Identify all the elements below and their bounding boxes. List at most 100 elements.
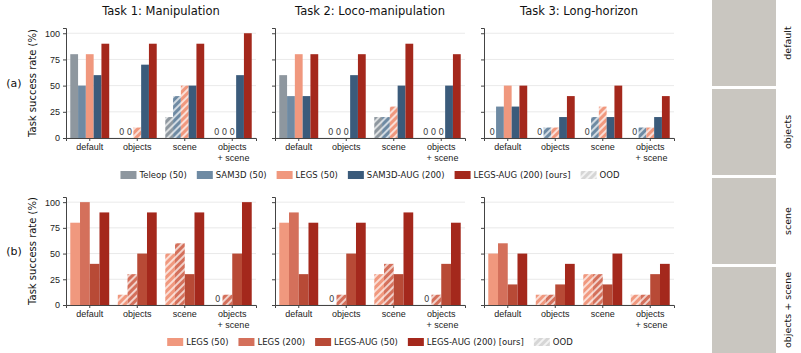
data-label: 0 xyxy=(214,127,219,137)
axis-line xyxy=(272,198,276,306)
tick-mark xyxy=(63,33,66,34)
tick xyxy=(272,228,275,229)
bar xyxy=(279,223,289,305)
bar xyxy=(508,284,518,305)
legend-entry: LEGS (50) xyxy=(296,170,338,180)
tick-label: objects xyxy=(541,309,570,319)
tick-mark xyxy=(481,305,484,306)
tick: scene xyxy=(591,305,615,319)
tick: 25 xyxy=(50,275,66,285)
tick-label: 25 xyxy=(50,275,60,285)
legend-entry: LEGS-AUG (200) [ours] xyxy=(474,170,571,180)
bar xyxy=(559,117,567,138)
legend-entry: OOD xyxy=(600,170,620,180)
grid-line xyxy=(66,202,256,203)
bar xyxy=(236,75,244,138)
data-label: 0 xyxy=(584,127,589,137)
bar xyxy=(70,223,80,305)
tick xyxy=(272,202,275,203)
tick-mark xyxy=(89,305,90,308)
tick: default xyxy=(285,138,313,152)
bar xyxy=(232,254,242,305)
tick-mark xyxy=(298,305,299,308)
tick-mark xyxy=(481,59,484,60)
bars xyxy=(279,212,460,305)
panel: 0000defaultobjectssceneobjects + sceneTa… xyxy=(481,4,675,163)
tick: scene xyxy=(382,138,406,152)
photo-placeholder xyxy=(712,89,776,175)
bar xyxy=(422,138,430,139)
x-axis: defaultobjectssceneobjects + scene xyxy=(485,305,675,330)
legend-swatch xyxy=(408,338,424,346)
bar xyxy=(137,254,147,305)
bar xyxy=(567,96,575,138)
grid-line xyxy=(66,33,256,34)
tick-mark xyxy=(272,305,275,306)
tick-label: 100 xyxy=(45,198,60,208)
bar xyxy=(244,33,252,138)
y-axis xyxy=(272,29,276,139)
bar xyxy=(614,86,622,138)
tick xyxy=(272,279,275,280)
bar xyxy=(504,86,512,138)
bar xyxy=(453,54,461,138)
tick-label: scene xyxy=(382,142,406,152)
grid-line xyxy=(484,59,674,60)
bar xyxy=(78,86,86,138)
tick-mark xyxy=(481,86,484,87)
bar xyxy=(99,212,109,305)
photos: defaultobjectssceneobjects + scene xyxy=(712,0,793,353)
photo-placeholder xyxy=(712,178,776,264)
x-axis: defaultobjectssceneobjects + scene xyxy=(67,138,257,163)
tick: objects xyxy=(123,138,152,152)
legend-swatch xyxy=(348,171,364,179)
tick-mark xyxy=(63,86,66,87)
grid-line xyxy=(484,227,674,228)
x-axis: defaultobjectssceneobjects + scene xyxy=(276,305,466,330)
bar xyxy=(213,138,221,139)
tick: default xyxy=(76,138,104,152)
tick-label: objects + scene xyxy=(633,309,667,329)
bar xyxy=(310,54,318,138)
tick-label: objects + scene xyxy=(424,142,458,162)
legend-swatch xyxy=(238,338,254,346)
tick-label: scene xyxy=(591,142,615,152)
axis-line xyxy=(67,306,257,309)
tick-mark xyxy=(272,59,275,60)
bar xyxy=(221,138,229,139)
grid-line xyxy=(484,33,674,34)
data-label: 0 xyxy=(423,127,428,137)
grid xyxy=(66,33,256,138)
axis-title: Task success rate (%) xyxy=(27,29,38,138)
tick-mark xyxy=(393,305,394,308)
bar xyxy=(279,75,287,138)
tick-label: objects xyxy=(123,309,152,319)
tick: objects xyxy=(123,305,152,319)
tick: objects xyxy=(541,138,570,152)
bar xyxy=(299,274,309,305)
legend-swatch xyxy=(455,171,471,179)
tick xyxy=(481,59,484,60)
grid xyxy=(484,33,674,138)
y-axis xyxy=(481,198,485,306)
tick-label: default xyxy=(494,142,522,152)
data-label: 0 xyxy=(222,127,227,137)
bars xyxy=(496,86,670,138)
tick xyxy=(272,33,275,34)
tick-label: objects xyxy=(332,142,361,152)
bar xyxy=(451,223,461,305)
tick-label: scene xyxy=(173,309,197,319)
bar xyxy=(488,138,496,139)
row-label: (a) xyxy=(6,77,21,90)
tick: default xyxy=(494,138,522,152)
tick xyxy=(272,86,275,87)
tick-label: 50 xyxy=(50,249,60,259)
tick-mark xyxy=(232,305,233,308)
bar xyxy=(498,243,508,305)
figure: 000000255075100defaultobjectssceneobject… xyxy=(0,0,801,353)
grid-line xyxy=(275,33,465,34)
tick-mark xyxy=(184,305,185,308)
bar xyxy=(496,107,504,138)
bar xyxy=(149,44,157,138)
bar xyxy=(133,128,141,138)
